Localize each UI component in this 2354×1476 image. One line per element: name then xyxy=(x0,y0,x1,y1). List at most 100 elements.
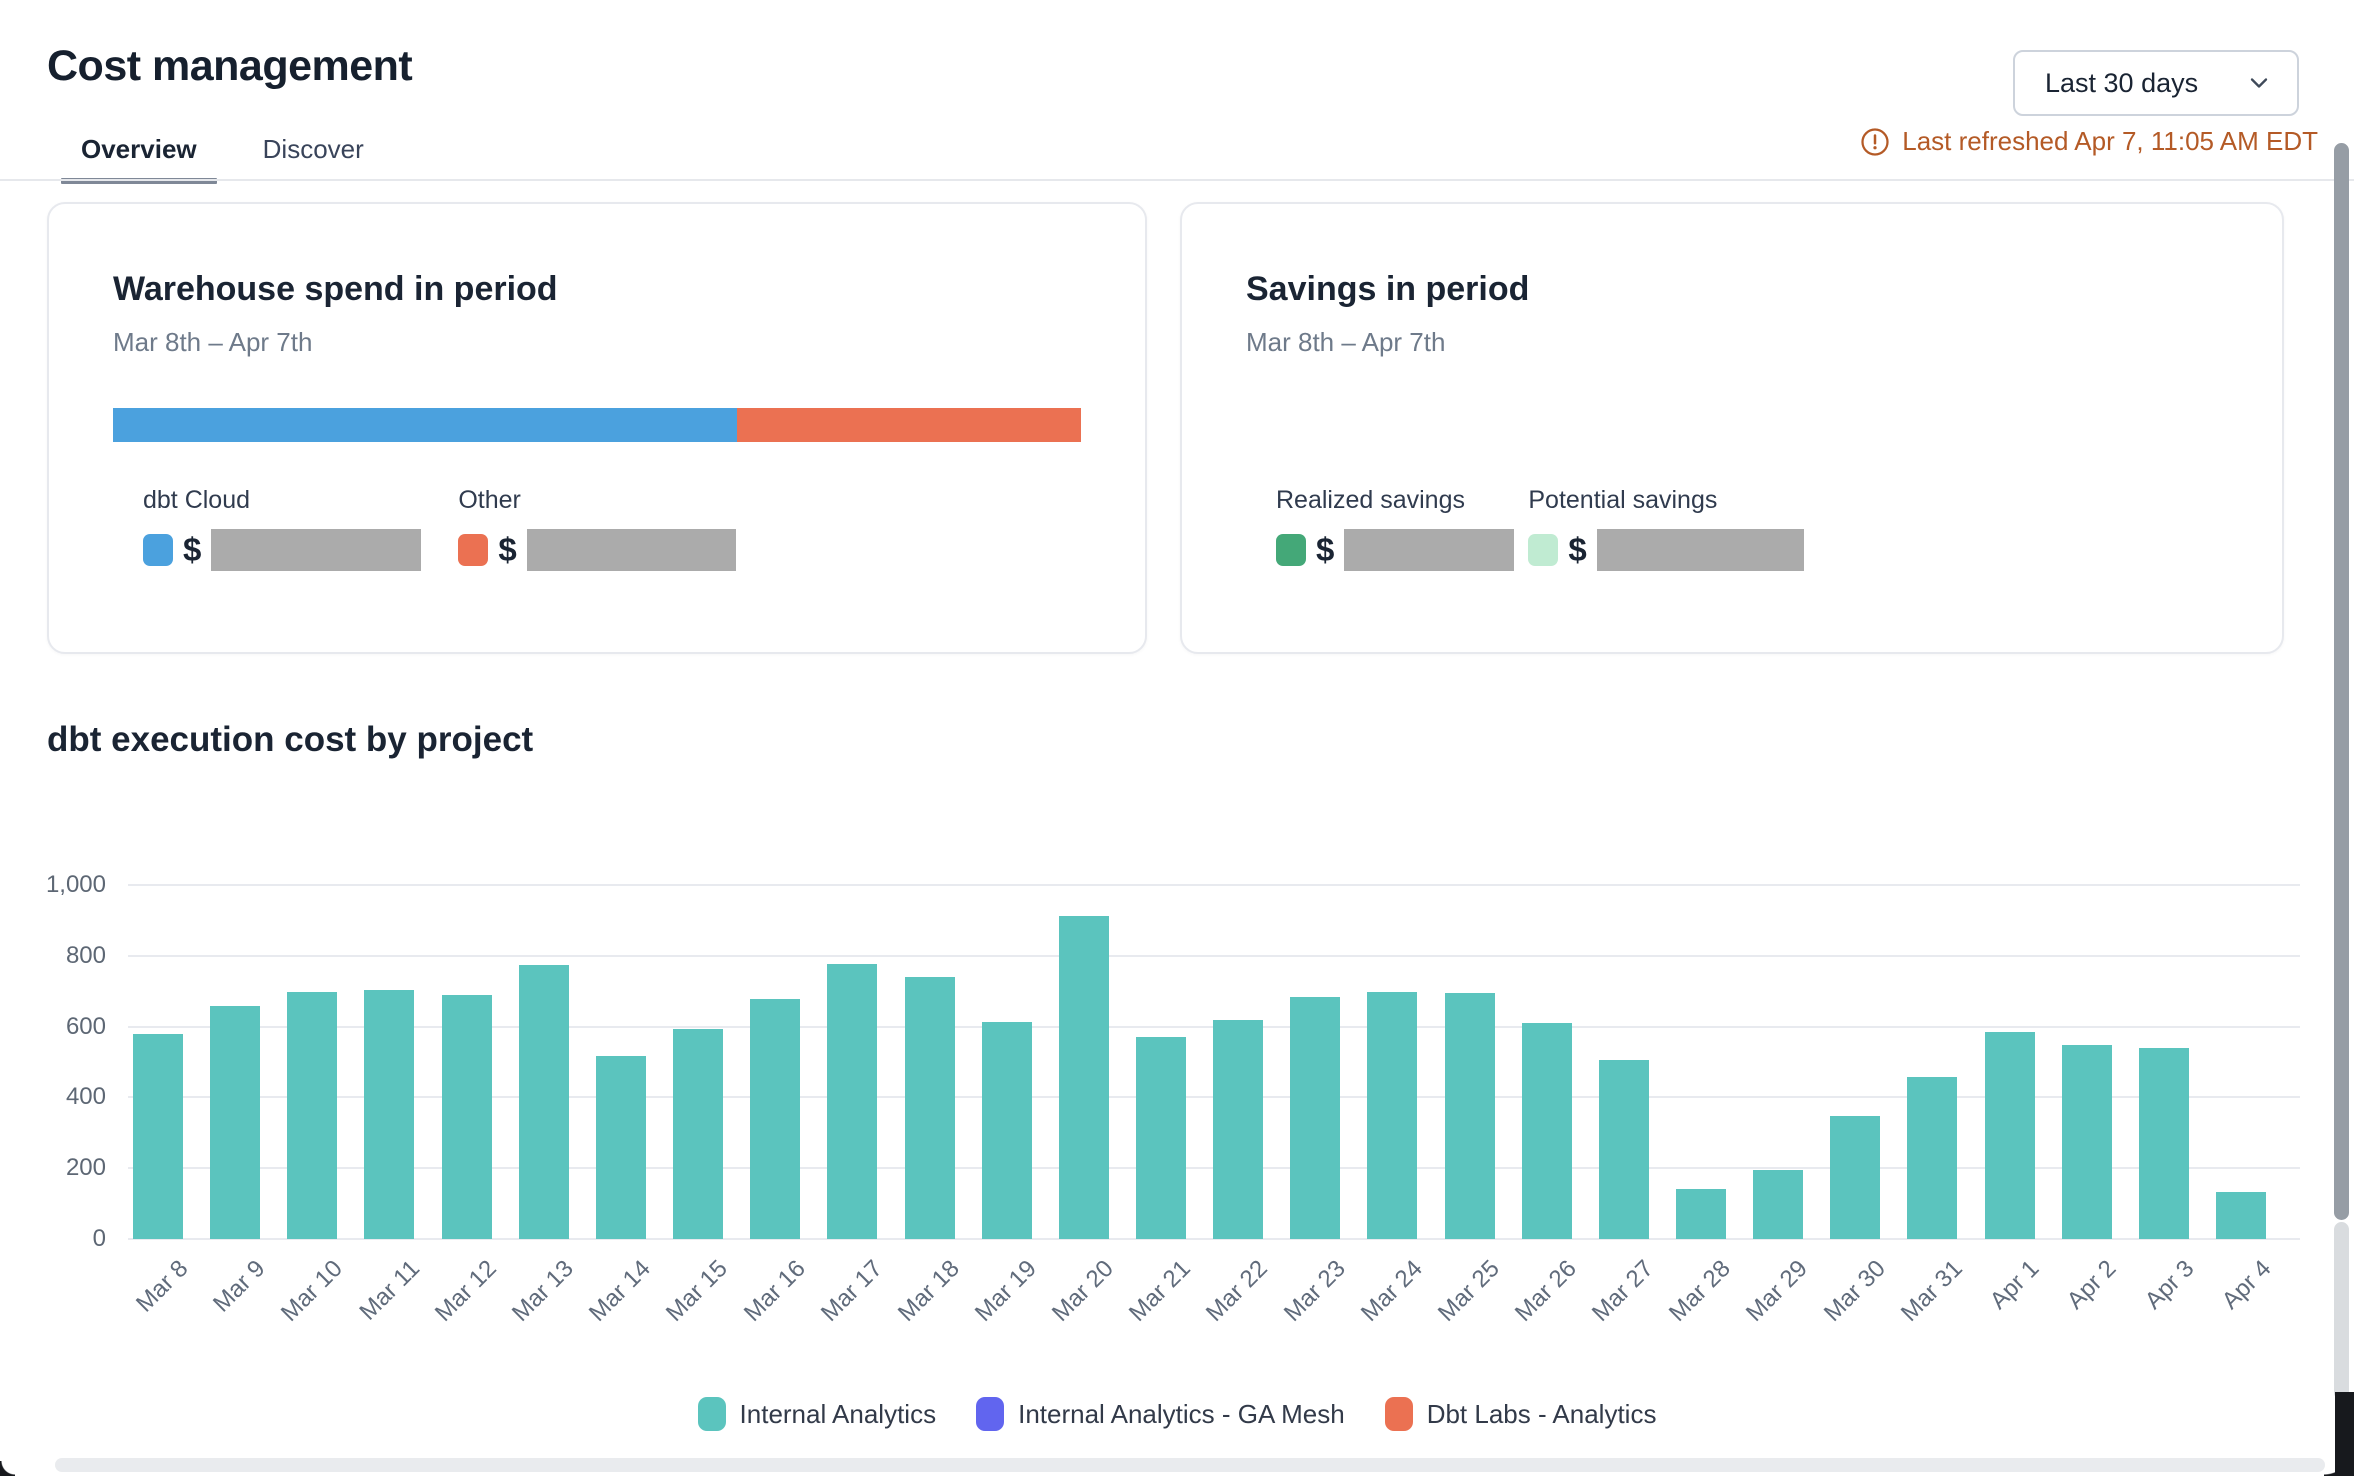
warehouse-spend-card: Warehouse spend in period Mar 8th – Apr … xyxy=(47,202,1147,654)
savings-card: Savings in period Mar 8th – Apr 7th Real… xyxy=(1180,202,2284,654)
bar-mar-20[interactable] xyxy=(1058,915,1109,1239)
bar-mar-12[interactable] xyxy=(441,995,492,1239)
bar-mar-23[interactable] xyxy=(1290,996,1341,1239)
x-tick-label: Mar 24 xyxy=(1355,1255,1428,1327)
x-tick-label: Mar 26 xyxy=(1509,1255,1582,1327)
kpi-realized-value: $ xyxy=(1276,529,1515,571)
x-tick-label: Mar 14 xyxy=(584,1255,656,1327)
realized-savings-swatch xyxy=(1276,534,1306,566)
bar-apr-3[interactable] xyxy=(2138,1047,2189,1239)
y-tick-label: 600 xyxy=(65,1012,106,1040)
chevron-down-icon xyxy=(2250,78,2268,88)
bar-mar-17[interactable] xyxy=(827,963,878,1239)
bar-mar-13[interactable] xyxy=(518,965,569,1239)
savings-period: Mar 8th – Apr 7th xyxy=(1246,327,1446,357)
redacted-value xyxy=(1344,529,1515,571)
y-tick-label: 200 xyxy=(65,1154,106,1182)
tab-discover-label: Discover xyxy=(262,134,364,164)
x-tick-label: Mar 20 xyxy=(1046,1255,1119,1327)
legend-swatch-internal-analytics xyxy=(697,1397,726,1431)
vertical-scrollbar-track[interactable] xyxy=(2334,1222,2349,1400)
kpi-dbt-cloud-value: $ xyxy=(143,529,422,571)
currency-symbol: $ xyxy=(183,531,202,568)
period-select[interactable]: Last 30 days xyxy=(2013,50,2299,116)
y-tick-label: 800 xyxy=(65,941,106,969)
period-select-value: Last 30 days xyxy=(2045,67,2199,98)
y-tick-label: 1,000 xyxy=(45,871,106,898)
redacted-value xyxy=(1596,529,1804,571)
x-tick-label: Mar 10 xyxy=(275,1255,348,1327)
x-tick-label: Mar 23 xyxy=(1278,1255,1351,1327)
kpi-realized-savings: Realized savings $ xyxy=(1276,486,1515,571)
legend-item-internal-analytics[interactable]: Internal Analytics xyxy=(697,1397,937,1431)
vertical-scrollbar-thumb[interactable] xyxy=(2334,143,2349,1220)
legend-label: Internal Analytics xyxy=(739,1398,937,1429)
bar-apr-2[interactable] xyxy=(2061,1044,2112,1239)
x-tick-label: Mar 22 xyxy=(1201,1255,1274,1327)
kpi-other: Other $ xyxy=(458,486,736,571)
kpi-dbt-cloud: dbt Cloud $ xyxy=(143,486,422,571)
legend-swatch-dbt-labs-analytics xyxy=(1384,1397,1413,1431)
bar-mar-29[interactable] xyxy=(1753,1170,1804,1239)
bar-mar-9[interactable] xyxy=(210,1006,261,1239)
x-tick-label: Apr 4 xyxy=(2216,1255,2277,1315)
currency-symbol: $ xyxy=(1316,531,1335,568)
legend-item-ga-mesh[interactable]: Internal Analytics - GA Mesh xyxy=(976,1397,1345,1431)
last-refreshed-text: Last refreshed Apr 7, 11:05 AM EDT xyxy=(1902,126,2318,156)
window-corner-bottom-right xyxy=(2324,1446,2354,1476)
x-tick-label: Mar 11 xyxy=(353,1255,425,1326)
legend-label: Dbt Labs - Analytics xyxy=(1426,1398,1657,1429)
tabs: Overview Discover xyxy=(61,126,384,184)
bar-mar-24[interactable] xyxy=(1367,992,1418,1239)
bar-mar-27[interactable] xyxy=(1598,1059,1649,1239)
bar-mar-21[interactable] xyxy=(1135,1037,1186,1239)
gridline-0 xyxy=(128,1238,2300,1240)
x-tick-label: Mar 30 xyxy=(1818,1255,1891,1327)
y-tick-label: 0 xyxy=(92,1225,106,1252)
bar-mar-28[interactable] xyxy=(1676,1188,1726,1239)
x-tick-label: Apr 1 xyxy=(1985,1255,2045,1315)
horizontal-scrollbar[interactable] xyxy=(55,1458,2325,1472)
legend-item-dbt-labs-analytics[interactable]: Dbt Labs - Analytics xyxy=(1384,1397,1657,1431)
chart-plot: Mar 8 Mar 9 Mar 10 Mar 11 Mar 12 Mar 13 Mar 14… xyxy=(128,884,2300,1327)
bar-mar-25[interactable] xyxy=(1444,993,1495,1239)
bar-apr-4[interactable] xyxy=(2216,1191,2267,1239)
bar-mar-31[interactable] xyxy=(1907,1076,1958,1239)
header-divider xyxy=(0,179,2354,181)
x-tick-label: Mar 21 xyxy=(1124,1255,1197,1327)
x-tick-label: Apr 3 xyxy=(2139,1255,2199,1315)
x-tick-label: Mar 31 xyxy=(1895,1255,1968,1327)
savings-title: Savings in period xyxy=(1246,270,1530,308)
x-tick-label: Mar 12 xyxy=(429,1255,502,1327)
bar-mar-18[interactable] xyxy=(904,976,955,1239)
currency-symbol: $ xyxy=(1568,531,1587,568)
bar-mar-8[interactable] xyxy=(133,1034,183,1239)
bar-mar-26[interactable] xyxy=(1521,1022,1572,1239)
redacted-value xyxy=(211,529,422,571)
alert-circle-icon xyxy=(1861,127,1889,156)
kpi-potential-label: Potential savings xyxy=(1528,486,1718,514)
bar-apr-1[interactable] xyxy=(1984,1031,2035,1239)
x-tick-label: Mar 28 xyxy=(1664,1255,1737,1327)
bar-mar-10[interactable] xyxy=(287,991,338,1239)
bar-mar-22[interactable] xyxy=(1213,1020,1264,1239)
last-refreshed-status: Last refreshed Apr 7, 11:05 AM EDT xyxy=(1860,126,2318,157)
bar-mar-11[interactable] xyxy=(364,990,415,1239)
spend-segment-other xyxy=(737,408,1081,442)
redacted-value xyxy=(526,529,736,571)
x-tick-label: Mar 18 xyxy=(892,1255,965,1327)
bar-mar-16[interactable] xyxy=(750,998,801,1239)
gridline-800 xyxy=(128,954,2300,957)
bar-mar-19[interactable] xyxy=(981,1022,1032,1239)
tab-discover[interactable]: Discover xyxy=(243,126,384,182)
other-swatch xyxy=(458,534,489,566)
bar-mar-15[interactable] xyxy=(673,1029,724,1239)
x-tick-label: Mar 9 xyxy=(207,1255,271,1318)
bar-mar-30[interactable] xyxy=(1830,1115,1881,1239)
tab-overview[interactable]: Overview xyxy=(61,126,217,184)
x-tick-label: Mar 25 xyxy=(1432,1255,1505,1327)
page-title: Cost management xyxy=(47,42,413,90)
currency-symbol: $ xyxy=(498,531,517,568)
chart-title: dbt execution cost by project xyxy=(47,720,534,759)
bar-mar-14[interactable] xyxy=(595,1055,646,1239)
